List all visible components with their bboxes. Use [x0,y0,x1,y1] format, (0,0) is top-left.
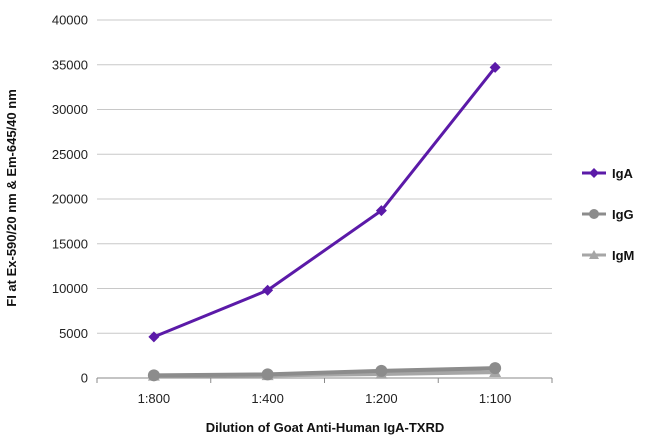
data-point [489,362,502,375]
y-tick-label: 15000 [52,236,88,251]
data-point [148,331,160,343]
legend-marker [589,209,599,219]
legend-item-iga: IgA [582,166,634,181]
legend: IgA IgG IgM [582,166,634,263]
data-point [375,205,387,217]
y-tick-label: 0 [81,371,88,386]
x-tick-label: 1:100 [479,391,512,406]
y-tick-label: 20000 [52,192,88,207]
y-tick-labels: 0 5000 10000 15000 20000 25000 30000 35000 40000 [52,13,88,386]
series-line [153,366,496,378]
axes [96,377,553,383]
y-tick-label: 35000 [52,57,88,72]
x-tick-label: 1:800 [138,391,171,406]
legend-marker [589,168,599,178]
y-tick-label: 10000 [52,281,88,296]
x-axis-title: Dilution of Goat Anti-Human IgA-TXRD [206,420,445,435]
legend-marker [589,250,599,259]
y-tick-label: 25000 [52,147,88,162]
legend-label: IgA [612,166,634,181]
data-point [262,284,274,296]
series-line [153,66,497,339]
data-point [147,369,160,382]
x-tick-label: 1:200 [365,391,398,406]
series-igg [147,362,502,382]
y-tick-label: 5000 [59,326,88,341]
data-point [375,364,388,377]
x-tick-label: 1:400 [251,391,284,406]
y-tick-label: 30000 [52,102,88,117]
data-series [147,61,502,382]
y-axis-title: FI at Ex-590/20 nm & Em-645/40 nm [4,89,19,306]
legend-label: IgM [612,248,634,263]
x-tick-labels: 1:800 1:400 1:200 1:100 [138,391,512,406]
legend-item-igm: IgM [582,248,634,263]
gridlines [97,19,552,334]
series-iga [148,61,501,343]
legend-item-igg: IgG [582,207,634,222]
data-point [489,61,501,73]
legend-label: IgG [612,207,634,222]
data-point [261,368,274,381]
y-tick-label: 40000 [52,13,88,28]
